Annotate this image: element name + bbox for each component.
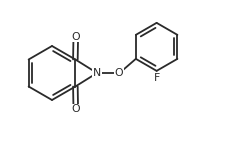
Text: O: O: [115, 68, 123, 78]
Text: N: N: [93, 68, 101, 78]
Text: F: F: [154, 73, 160, 83]
Text: O: O: [71, 105, 80, 115]
Text: O: O: [71, 31, 80, 41]
